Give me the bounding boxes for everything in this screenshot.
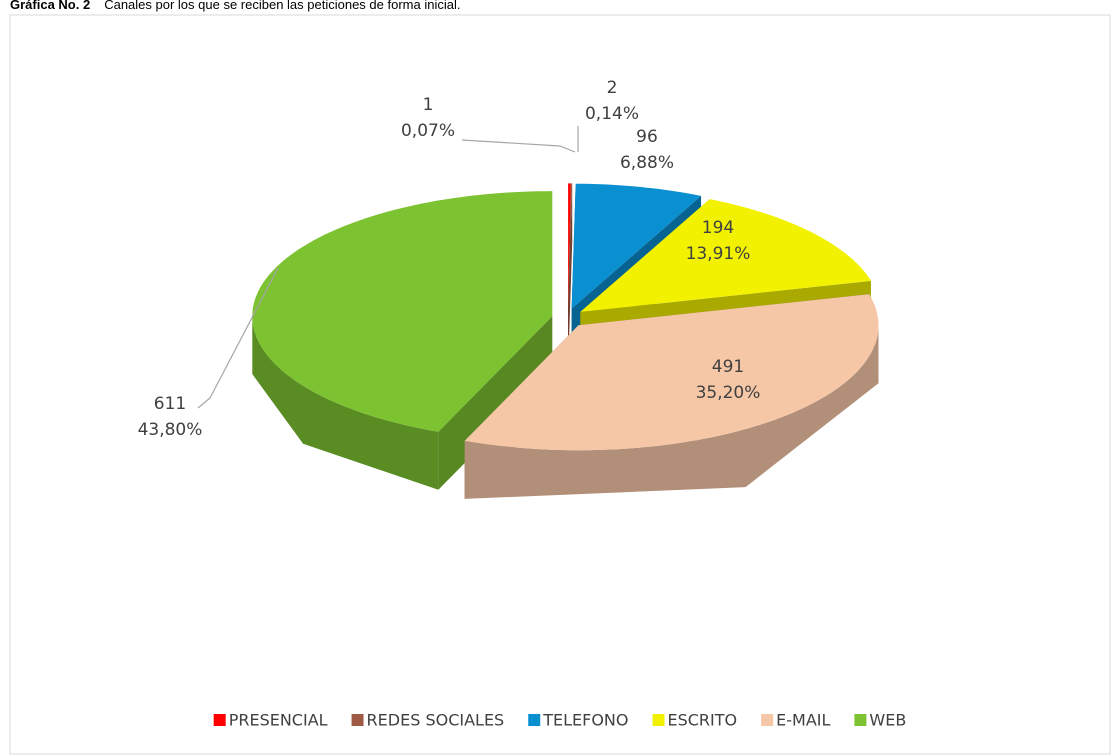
- legend-label: REDES SOCIALES: [367, 711, 505, 730]
- slice: [252, 191, 553, 432]
- title-text: Canales por los que se reciben las petic…: [104, 0, 460, 12]
- slice-side: [464, 325, 879, 499]
- legend-label: ESCRITO: [667, 711, 737, 730]
- slice: [568, 183, 573, 309]
- pie-tops: [252, 183, 879, 451]
- percentage-label: 13,91%: [686, 244, 751, 264]
- chart-title: Gráfica No. 2 Canales por los que se reci…: [10, 0, 460, 12]
- value-label: 1: [423, 95, 434, 115]
- value-label: 2: [607, 78, 618, 98]
- legend-swatch: [761, 714, 774, 726]
- legend-swatch: [652, 714, 665, 726]
- slice: [571, 183, 701, 309]
- legend-label: TELEFONO: [542, 711, 628, 730]
- percentage-label: 0,14%: [585, 104, 639, 124]
- value-label: 611: [154, 394, 186, 414]
- percentage-label: 0,07%: [401, 121, 455, 141]
- percentage-label: 6,88%: [620, 153, 674, 173]
- slice: [580, 199, 871, 312]
- leader-line: [197, 267, 279, 409]
- title-label: Gráfica No. 2: [10, 0, 90, 12]
- legend-swatch: [213, 714, 226, 726]
- leader-line: [461, 139, 576, 153]
- percentage-label: 43,80%: [138, 420, 203, 440]
- legend-swatch: [528, 714, 541, 726]
- legend-label: PRESENCIAL: [229, 711, 328, 730]
- slice: [464, 294, 879, 451]
- legend-swatch: [854, 714, 867, 726]
- data-labels: 2 0,14% 1 0,07% 96 6,88% 194 13,91% 491 35,20% 611…: [138, 78, 761, 440]
- legend-label: WEB: [869, 711, 906, 730]
- slice: [568, 183, 571, 309]
- percentage-label: 35,20%: [696, 383, 761, 403]
- value-label: 194: [702, 218, 734, 238]
- legend-label: E-MAIL: [776, 711, 830, 730]
- slice-side: [568, 183, 573, 367]
- legend-swatch: [351, 714, 364, 726]
- legend: PRESENCIAL REDES SOCIALES TELEFONO ESCRITO E…: [213, 711, 906, 730]
- value-label: 96: [636, 127, 658, 147]
- slice-side: [252, 316, 439, 490]
- value-label: 491: [712, 357, 744, 377]
